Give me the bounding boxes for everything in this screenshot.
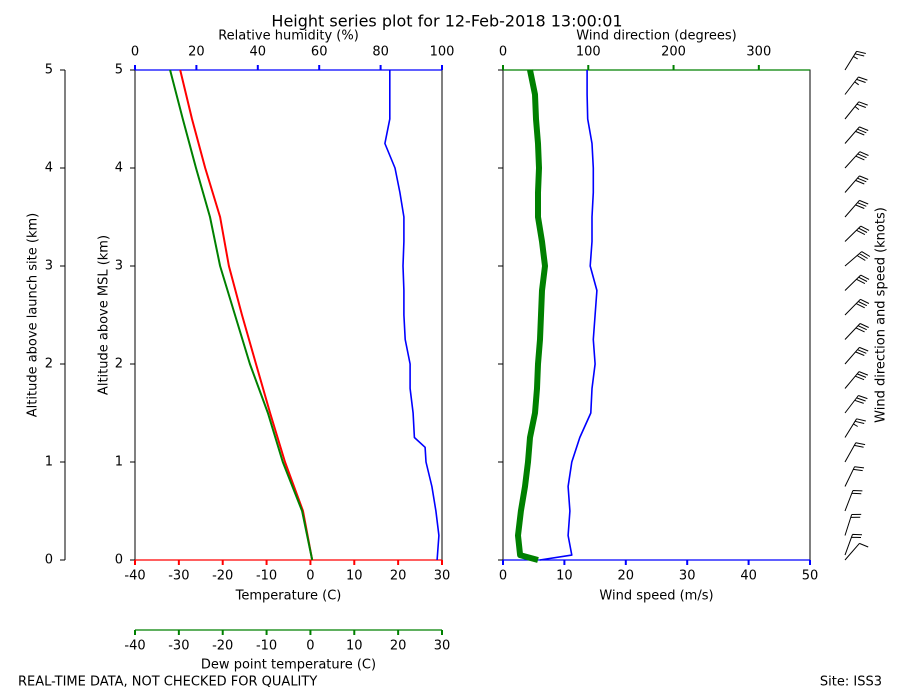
y-tick-label: 5	[115, 63, 123, 78]
x-tick-label: 0	[499, 45, 507, 60]
wind-barb	[844, 199, 869, 218]
x-tick-label: 40	[250, 45, 267, 60]
wind-barb	[844, 533, 863, 556]
x-tick-label: 100	[430, 45, 455, 60]
y-axis-label: Altitude above MSL (km)	[97, 235, 112, 395]
outer-tick-label: 4	[45, 161, 53, 176]
outer-axis-label: Altitude above launch site (km)	[26, 213, 41, 417]
x-tick-label: 10	[556, 569, 573, 584]
x-tick-label: 0	[306, 639, 314, 654]
x-tick-label: -40	[124, 569, 145, 584]
y-tick-label: 3	[115, 259, 123, 274]
x-tick-label: 20	[618, 569, 635, 584]
quality-note: REAL-TIME DATA, NOT CHECKED FOR QUALITY	[18, 675, 317, 690]
site-label: Site: ISS3	[820, 675, 882, 690]
profile-line	[179, 69, 314, 561]
x-tick-label: 10	[346, 569, 363, 584]
x-tick-label: 30	[679, 569, 696, 584]
x-tick-label: 0	[499, 569, 507, 584]
wind-barb	[844, 490, 863, 512]
x-tick-label: -10	[256, 639, 277, 654]
wind-barb	[844, 466, 865, 487]
plot-frame	[134, 69, 443, 561]
wind-barb	[844, 395, 868, 414]
profile-line	[539, 70, 598, 561]
x-axis-label: Temperature (C)	[235, 589, 342, 604]
wind-barb	[844, 346, 869, 365]
x-tick-label: 30	[434, 569, 451, 584]
outer-tick-label: 3	[45, 259, 53, 274]
x-tick-label: 50	[802, 569, 819, 584]
x-tick-label: 200	[661, 45, 686, 60]
wind-barb	[844, 442, 866, 463]
wind-barb	[844, 151, 869, 169]
figure-title: Height series plot for 12-Feb-2018 13:00…	[271, 12, 622, 31]
x-tick-label: 300	[746, 45, 771, 60]
wind-barb	[844, 274, 870, 291]
x-tick-label: 30	[434, 639, 451, 654]
x-axis-label: Wind speed (m/s)	[599, 589, 713, 604]
wind-barb	[844, 323, 869, 340]
y-tick-label: 4	[115, 161, 123, 176]
x-tick-label: 60	[311, 45, 328, 60]
y-tick-label: 0	[115, 553, 123, 568]
x-tick-label: 20	[390, 639, 407, 654]
outer-tick-label: 1	[45, 455, 53, 470]
wind-barb	[844, 50, 866, 71]
profile-line	[515, 69, 548, 563]
wind-barb	[844, 298, 870, 316]
plot-frame	[502, 69, 811, 561]
x-tick-label: -20	[212, 569, 233, 584]
wind-barb	[844, 371, 869, 389]
x-tick-label: -40	[124, 639, 145, 654]
wind-barb	[844, 76, 868, 95]
wind-barb	[844, 126, 869, 144]
x-tick-label: 0	[306, 569, 314, 584]
x-tick-label: 10	[346, 639, 363, 654]
wind-barb	[844, 225, 870, 242]
x-axis-label: Dew point temperature (C)	[201, 658, 376, 673]
wind-barb	[844, 101, 868, 120]
outer-tick-label: 0	[45, 553, 53, 568]
profile-line	[169, 69, 314, 561]
x-tick-label: -10	[256, 569, 277, 584]
x-axis-label: Wind direction (degrees)	[576, 29, 736, 44]
wind-barb	[844, 513, 862, 536]
x-tick-label: 100	[576, 45, 601, 60]
x-axis-label: Relative humidity (%)	[218, 29, 359, 44]
y-tick-label: 2	[115, 357, 123, 372]
wind-barb	[844, 418, 866, 438]
x-tick-label: 20	[188, 45, 205, 60]
x-tick-label: 40	[740, 569, 757, 584]
outer-tick-label: 5	[45, 63, 53, 78]
outer-tick-label: 2	[45, 357, 53, 372]
x-tick-label: 20	[390, 569, 407, 584]
x-tick-label: -30	[168, 569, 189, 584]
wind-barb	[844, 175, 869, 193]
profile-line	[384, 70, 440, 561]
x-tick-label: -20	[212, 639, 233, 654]
x-tick-label: 0	[131, 45, 139, 60]
wind-barb	[844, 542, 869, 561]
barb-label: Wind direction and speed (knots)	[874, 207, 889, 423]
x-tick-label: -30	[168, 639, 189, 654]
x-tick-label: 80	[372, 45, 389, 60]
wind-barb	[844, 251, 871, 267]
y-tick-label: 1	[115, 455, 123, 470]
